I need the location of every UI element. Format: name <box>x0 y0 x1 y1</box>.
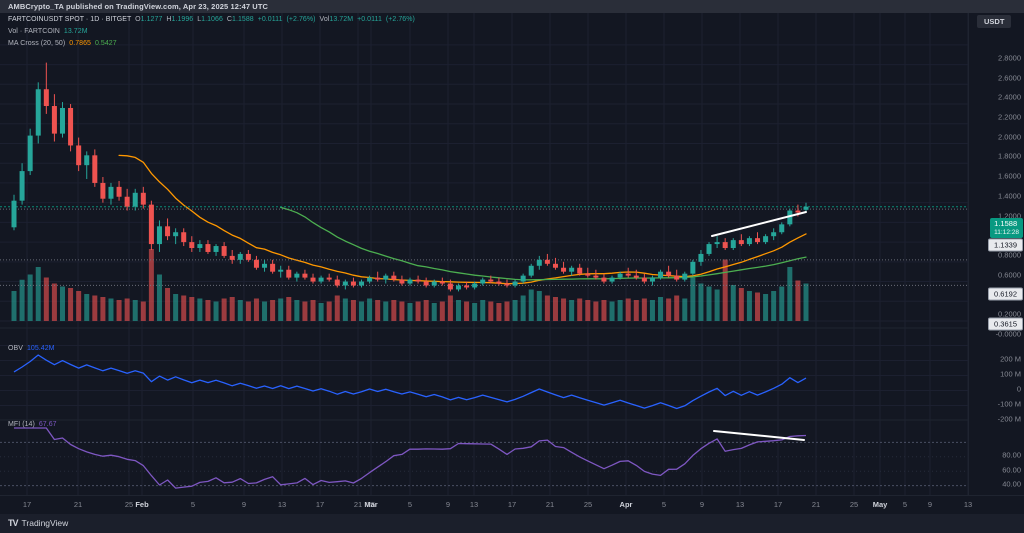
attribution-bar: AMBCrypto_TA published on TradingView.co… <box>0 0 1024 13</box>
date-tick: Mar <box>364 500 378 509</box>
last-price-badge[interactable]: 1.1588 11:12:28 <box>990 218 1023 238</box>
date-tick: 17 <box>773 500 783 509</box>
prev-close-badge: 1.1339 <box>988 238 1023 252</box>
volume-value: 13.72M <box>329 16 354 23</box>
date-tick: 5 <box>407 500 413 509</box>
price-tick: 2.4000 <box>998 92 1021 102</box>
price-tick: 0.8000 <box>998 250 1021 260</box>
date-tick: 5 <box>661 500 667 509</box>
obv-value: 105.42M <box>26 345 55 352</box>
date-tick: Apr <box>619 500 633 509</box>
ohlc-close-value: 1.1588 <box>232 16 254 23</box>
date-tick: 25 <box>366 500 376 509</box>
ohlc-change-pct: (+2.76%) <box>286 16 316 23</box>
date-tick: 9 <box>241 500 247 509</box>
date-tick: 17 <box>22 500 32 509</box>
date-tick: 9 <box>927 500 933 509</box>
date-tick: 17 <box>507 500 517 509</box>
ohlc-high-label: H <box>166 16 172 23</box>
tradingview-wordmark: TradingView <box>21 518 69 528</box>
price-level-2-badge: 0.3615 <box>988 317 1023 331</box>
date-tick: 9 <box>699 500 705 509</box>
ohlc-change: +0.0111 <box>257 16 283 23</box>
price-tick: 1.2000 <box>998 211 1021 221</box>
chart-surface[interactable]: FARTCOINUSDT SPOT · 1D · BITGET O1.1277 … <box>0 13 968 505</box>
date-tick: Feb <box>135 500 149 509</box>
chart-canvas <box>0 13 968 500</box>
ohlc-close-label: C <box>226 16 232 23</box>
price-legend[interactable]: FARTCOINUSDT SPOT · 1D · BITGET O1.1277 … <box>8 15 415 25</box>
date-tick: 17 <box>315 500 325 509</box>
symbol-label[interactable]: FARTCOINUSDT SPOT · 1D · BITGET <box>8 16 132 23</box>
date-tick: 13 <box>735 500 745 509</box>
ma-slow-value: 0.5427 <box>94 40 117 47</box>
date-tick: 9 <box>445 500 451 509</box>
ma-cross-legend[interactable]: MA Cross (20, 50) 0.7865 0.5427 <box>8 39 117 49</box>
price-tick: 1.4000 <box>998 191 1021 201</box>
obv-tick: 100 M <box>1000 369 1021 378</box>
price-axis[interactable]: USDT 2.8000 2.6000 2.4000 2.2000 2.0000 1.800… <box>968 13 1024 505</box>
ohlc-low-label: L <box>197 16 202 23</box>
date-tick: 5 <box>190 500 196 509</box>
volume-label: Vol <box>319 16 330 23</box>
price-tick: 2.2000 <box>998 112 1021 122</box>
obv-label[interactable]: OBV <box>8 345 23 352</box>
price-tick: 2.8000 <box>998 53 1021 63</box>
price-tick: -0.0000 <box>995 329 1021 339</box>
mfi-tick: 60.00 <box>1002 465 1021 475</box>
date-tick: 21 <box>73 500 83 509</box>
date-tick: 5 <box>902 500 908 509</box>
bar-countdown: 11:12:28 <box>994 229 1019 236</box>
volume-study-label[interactable]: Vol · FARTCOIN <box>8 28 60 35</box>
price-tick: 2.6000 <box>998 73 1021 83</box>
price-tick: 2.0000 <box>998 132 1021 142</box>
price-tick: 1.6000 <box>998 171 1021 181</box>
date-tick: 13 <box>277 500 287 509</box>
obv-tick: 200 M <box>1000 354 1021 363</box>
date-tick: 21 <box>811 500 821 509</box>
date-axis[interactable]: 17 21 25 Feb 5 9 13 17 21 25 Mar 5 9 13 17 21 25 Apr 5 9 13 1… <box>0 495 1024 515</box>
obv-tick: 0 <box>1016 384 1021 393</box>
ohlc-open-value: 1.1277 <box>140 16 163 23</box>
ma-fast-value: 0.7865 <box>69 40 91 47</box>
date-tick: 25 <box>849 500 859 509</box>
mfi-tick: 40.00 <box>1002 479 1021 489</box>
footer-bar <box>0 514 1024 533</box>
mfi-legend[interactable]: MFI (14) 67.67 <box>8 420 57 430</box>
volume-change-pct: (+2.76%) <box>385 16 415 23</box>
last-price-value: 1.1588 <box>994 219 1018 228</box>
price-tick: 1.8000 <box>998 151 1021 161</box>
date-tick: 13 <box>469 500 479 509</box>
mfi-tick: 80.00 <box>1002 450 1021 460</box>
ohlc-low-value: 1.1066 <box>201 16 223 23</box>
ohlc-high-value: 1.1996 <box>171 16 194 23</box>
mfi-label[interactable]: MFI (14) <box>8 421 35 428</box>
ma-cross-label[interactable]: MA Cross (20, 50) <box>8 40 66 47</box>
volume-change: +0.0111 <box>357 16 382 23</box>
obv-legend[interactable]: OBV 105.42M <box>8 344 55 354</box>
date-tick: 25 <box>124 500 134 509</box>
price-level-1-badge: 0.6192 <box>988 287 1023 301</box>
volume-study-legend[interactable]: Vol · FARTCOIN 13.72M <box>8 27 88 37</box>
ohlc-open-label: O <box>135 16 141 23</box>
mfi-value: 67.67 <box>38 421 57 428</box>
date-tick: May <box>872 500 888 509</box>
volume-study-value: 13.72M <box>63 28 88 35</box>
obv-tick: -100 M <box>997 399 1021 408</box>
date-tick: 21 <box>353 500 363 509</box>
obv-tick: -200 M <box>997 414 1021 423</box>
date-tick: 21 <box>545 500 555 509</box>
tradingview-mark-icon: TV <box>8 518 18 528</box>
date-tick: 25 <box>583 500 593 509</box>
date-tick: 13 <box>963 500 973 509</box>
price-tick: 0.6000 <box>998 270 1021 280</box>
price-tick: 0.2000 <box>998 309 1021 319</box>
price-axis-unit: USDT <box>977 15 1012 28</box>
tradingview-logo[interactable]: TV TradingView <box>8 518 68 528</box>
